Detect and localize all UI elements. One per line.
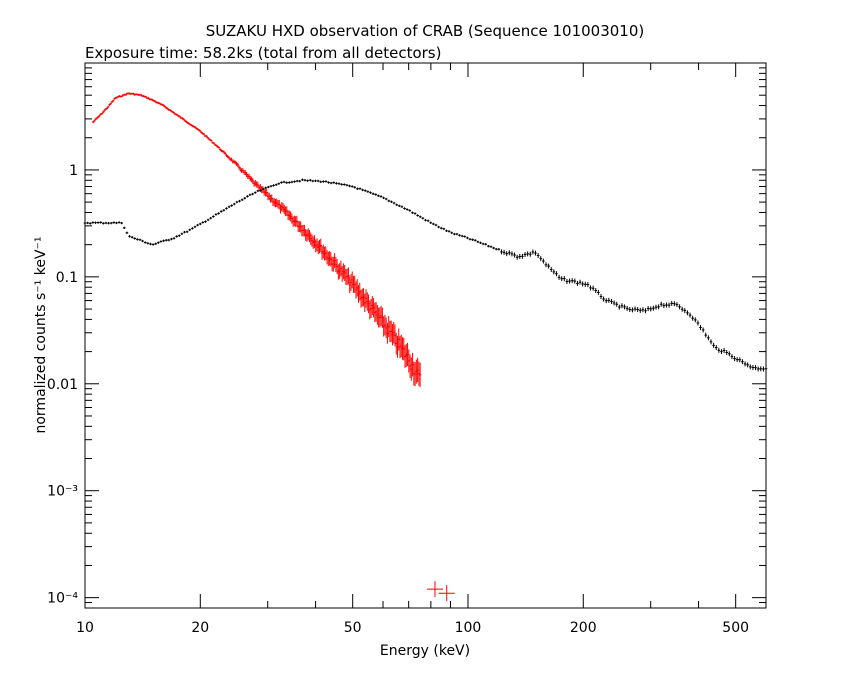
chart-subtitle: Exposure time: 58.2ks (total from all de… [85,44,441,62]
x-tick-label: 20 [191,620,209,636]
x-tick-label: 100 [455,620,482,636]
x-tick-label: 200 [570,620,597,636]
y-axis-label: normalized counts s⁻¹ keV⁻¹ [33,236,49,433]
x-tick-label: 500 [722,620,749,636]
y-tick-label: 1 [69,163,78,179]
y-axis: 10⁻⁴ 10⁻³ 0.01 0.1 1 [47,62,766,609]
chart-title: SUZAKU HXD observation of CRAB (Sequence… [206,22,645,40]
y-tick-label: 0.1 [56,270,78,286]
x-axis: 10 20 50 100 200 500 [76,63,767,636]
y-tick-label: 0.01 [47,377,78,393]
y-tick-label: 10⁻⁴ [47,591,78,607]
x-tick-label: 50 [344,620,362,636]
x-tick-label: 10 [76,620,94,636]
plot-frame [84,62,767,609]
series-1 [91,92,455,602]
series-2 [83,178,768,372]
data-layer [83,92,768,602]
x-axis-label: Energy (keV) [380,643,470,659]
y-tick-label: 10⁻³ [47,484,78,500]
